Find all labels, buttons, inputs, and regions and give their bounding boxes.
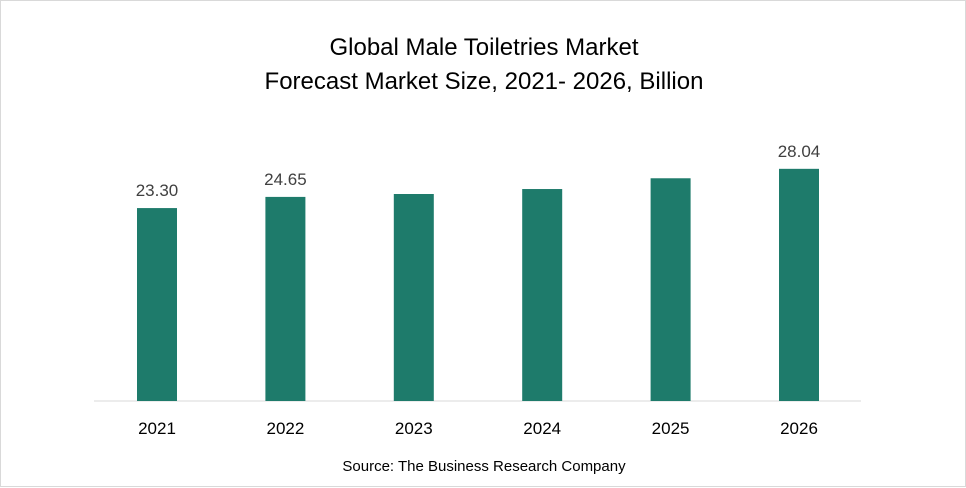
x-tick-label: 2023 <box>395 419 433 438</box>
data-label: 24.65 <box>264 170 307 189</box>
chart-title-line1: Global Male Toiletries Market <box>329 34 638 61</box>
x-tick-label: 2024 <box>523 419 561 438</box>
bar-2025 <box>650 178 691 401</box>
x-tick-label: 2025 <box>652 419 690 438</box>
x-tick-label: 2026 <box>780 419 818 438</box>
chart-title-line2: Forecast Market Size, 2021- 2026, Billio… <box>265 68 704 95</box>
x-tick-label: 2022 <box>266 419 304 438</box>
bar-2024 <box>522 189 563 401</box>
data-label: 23.30 <box>136 181 179 200</box>
bar-2021 <box>137 208 177 401</box>
data-label: 28.04 <box>778 142 821 161</box>
bar-2022 <box>265 196 306 401</box>
source-note: Source: The Business Research Company <box>342 458 626 475</box>
x-tick-label: 2021 <box>138 419 176 438</box>
bar-2023 <box>393 194 434 401</box>
bar-2026 <box>779 168 819 401</box>
